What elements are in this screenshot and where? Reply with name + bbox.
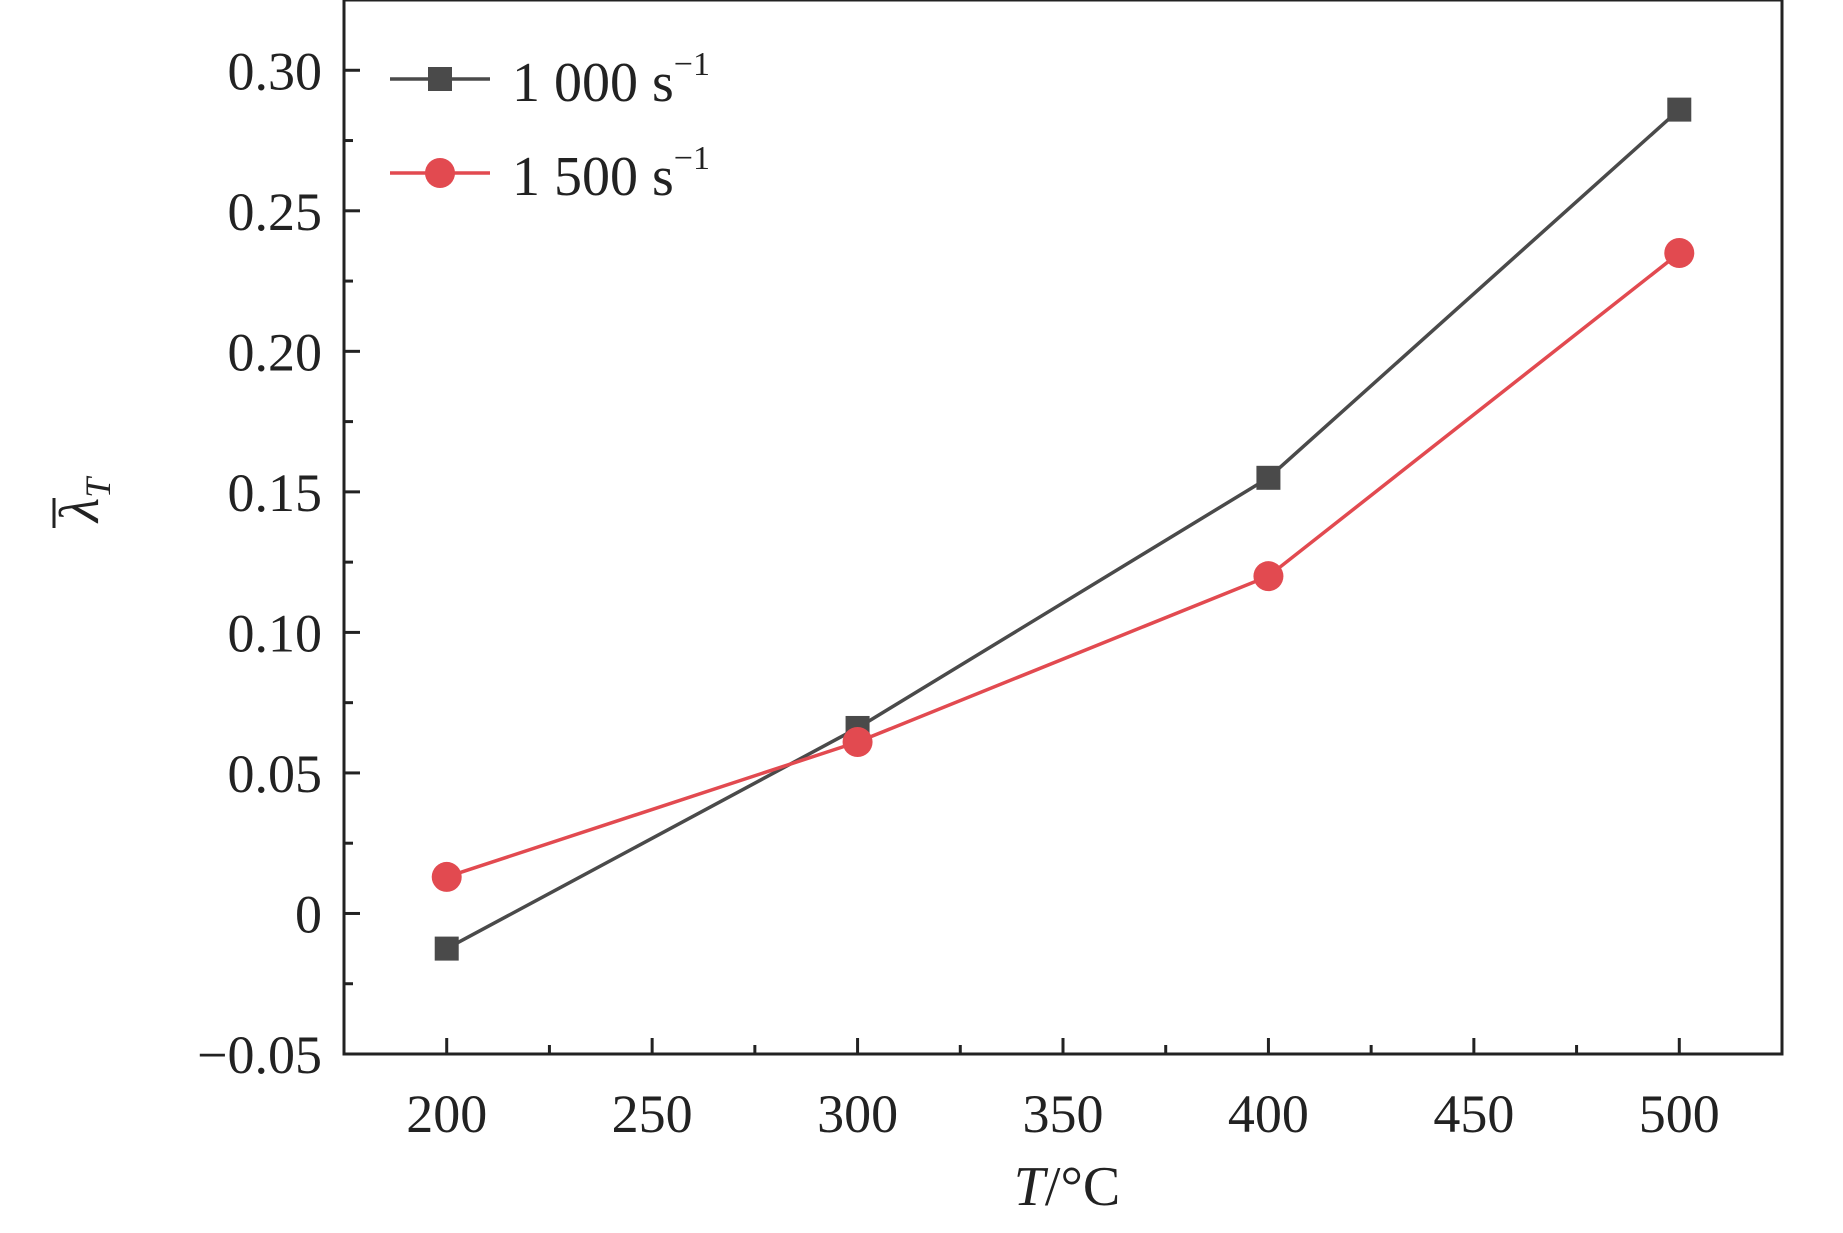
y-tick-label: 0.30 [228,41,323,101]
legend-item-1: 1 000 s−1 [390,46,710,114]
y-axis-label-text: λT [49,475,118,524]
y-tick-label: 0.05 [228,744,323,804]
data-point [1664,237,1695,268]
data-point [431,861,462,892]
legend-label: 1 000 s−1 [512,46,710,114]
series-line [445,108,1681,951]
legend-label-superscript: −1 [674,46,710,83]
y-tick-label: −0.05 [197,1025,322,1085]
y-axis-label: λT [49,475,118,528]
legend: 1 000 s−11 500 s−1 [390,46,710,208]
x-tick-label: 500 [1639,1084,1720,1144]
data-point [434,936,459,961]
legend-marker [425,158,455,188]
y-tick-label: 0.25 [228,182,323,242]
legend-marker [428,67,452,91]
y-tick-label: 0 [295,884,322,944]
data-point [1667,97,1692,122]
series-2 [431,237,1695,892]
x-axis-label: T/°C [1014,1156,1120,1218]
y-axis-label-subscript: T [78,475,118,498]
y-tick-label: 0.20 [228,322,323,382]
data-point [1253,561,1284,592]
y-tick-label: 0.10 [228,603,323,663]
x-tick-label: 300 [817,1084,898,1144]
legend-label: 1 500 s−1 [512,140,710,208]
data-point [842,727,873,758]
x-tick-label: 400 [1228,1084,1309,1144]
axes-layer: 200 250 300 350 400 450 500 −0.05 0 0.05 0.10 0.15 0… [49,0,1784,1218]
legend-label-text: 1 000 s [512,52,674,114]
x-axis-label-variable: T [1014,1156,1049,1218]
x-tick-label: 250 [612,1084,693,1144]
legend-label-text: 1 500 s [512,146,674,208]
series-1 [434,97,1692,961]
x-tick-label: 200 [406,1084,487,1144]
series-line [446,251,1681,879]
legend-item-2: 1 500 s−1 [390,140,710,208]
y-tick-label: 0.15 [228,463,323,523]
y-axis-label-variable: λ [49,498,111,524]
series-layer [431,97,1695,961]
x-axis-label-unit: /°C [1045,1156,1120,1218]
x-tick-label: 350 [1023,1084,1104,1144]
legend-label-superscript: −1 [674,140,710,177]
data-point [1256,465,1281,490]
x-tick-label: 450 [1433,1084,1514,1144]
